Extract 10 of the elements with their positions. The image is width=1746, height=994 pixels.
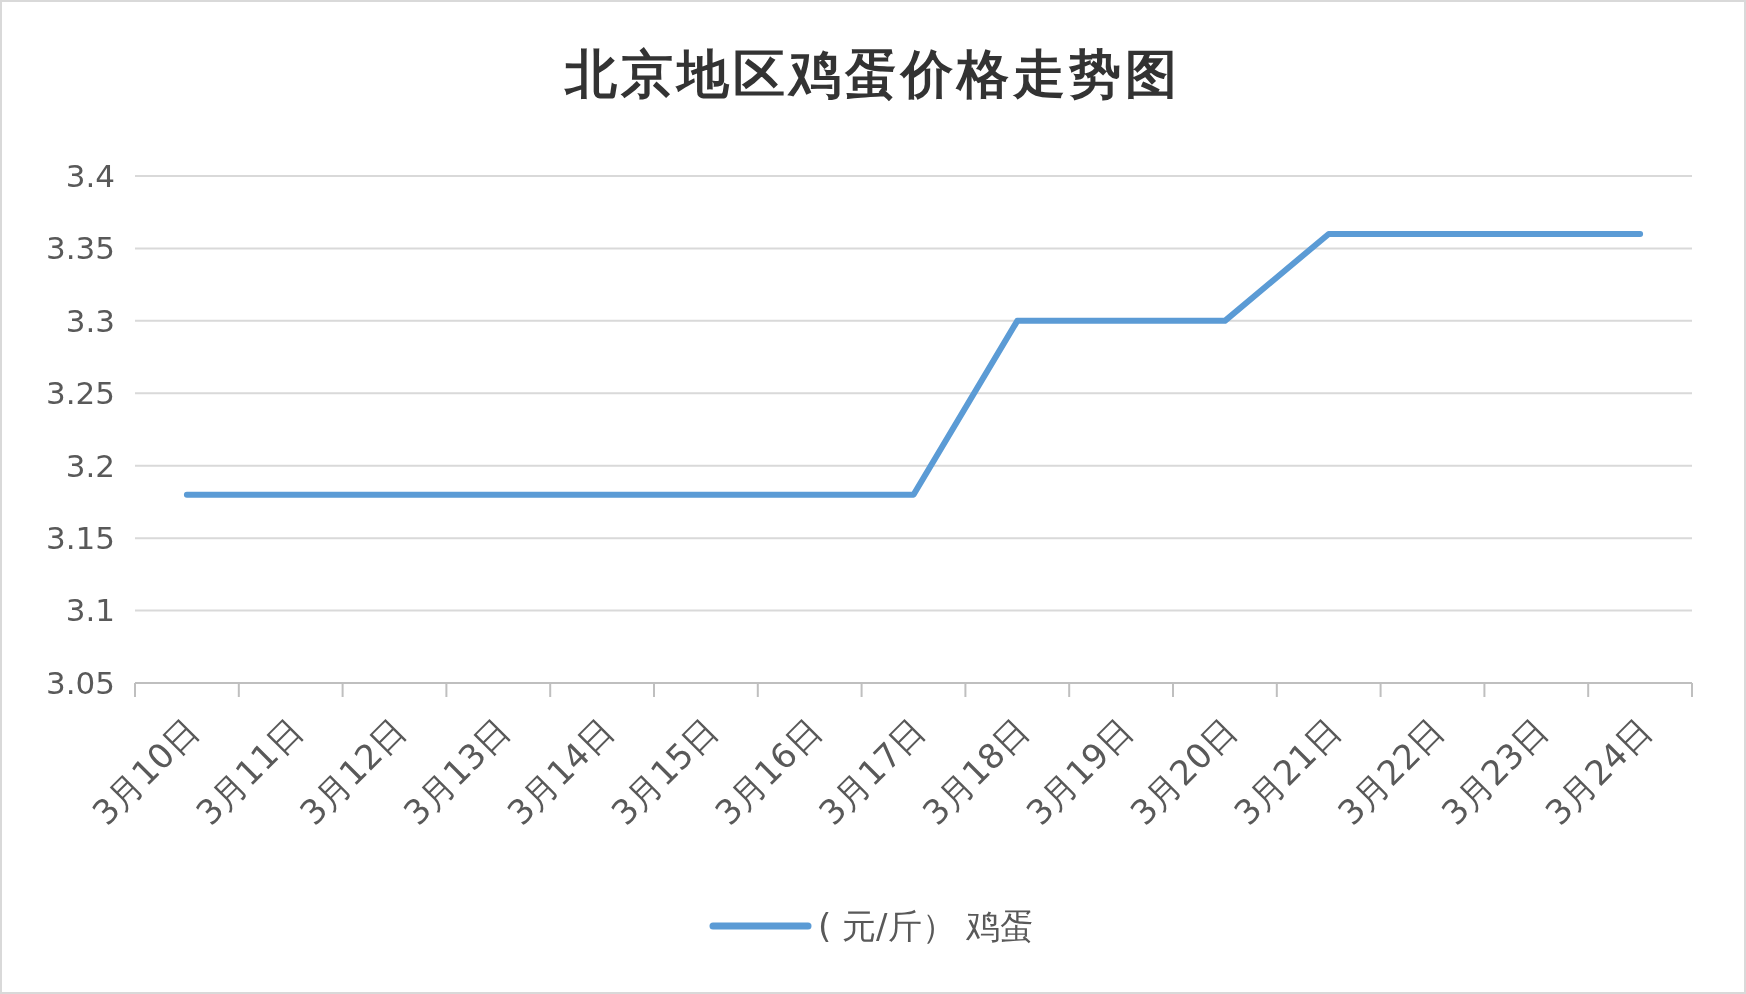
y-tick-label: 3.2 (65, 447, 115, 484)
y-tick-label: 3.3 (65, 302, 115, 339)
y-tick-label: 3.1 (65, 592, 115, 629)
y-tick-label: 3.15 (45, 519, 115, 556)
y-tick-label: 3.4 (65, 157, 115, 194)
chart-title: 北京地区鸡蛋价格走势图 (564, 44, 1181, 104)
y-tick-label: 3.25 (45, 375, 115, 412)
y-tick-label: 3.35 (45, 230, 115, 267)
legend-label: ( 元/斤） 鸡蛋 (818, 905, 1035, 946)
y-tick-label: 3.05 (45, 664, 115, 701)
